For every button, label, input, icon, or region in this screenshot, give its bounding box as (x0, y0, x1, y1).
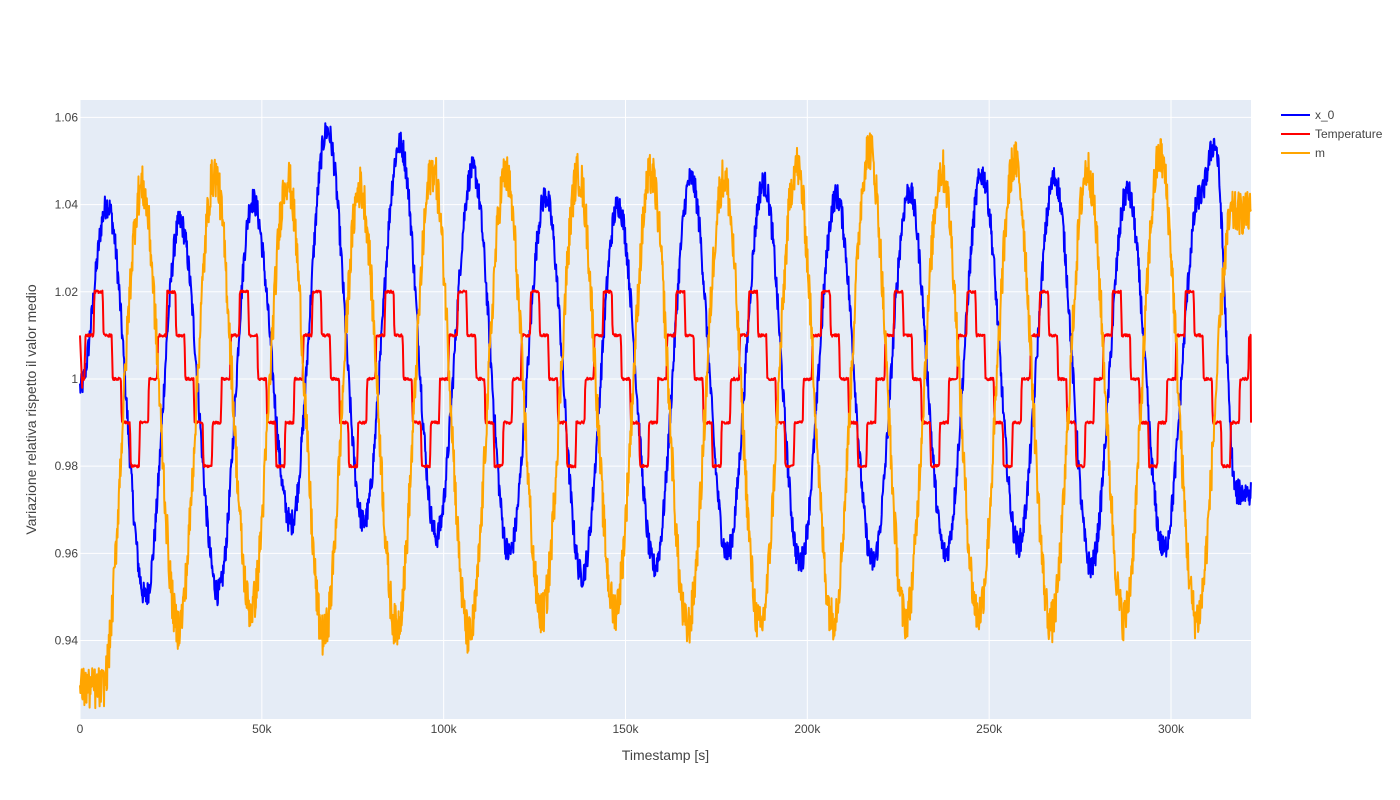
y-axis: 0.94 0.96 0.98 1 1.02 1.04 1.06 (55, 110, 79, 647)
y-tick-label: 1 (71, 372, 78, 386)
legend-item-x-0[interactable]: x_0 (1281, 108, 1335, 122)
legend-item-temperature[interactable]: Temperature (1281, 127, 1383, 141)
series-line-x-0 (79, 122, 1252, 607)
legend-label: m (1315, 146, 1325, 160)
x-tick-label: 300k (1158, 722, 1185, 736)
y-tick-label: 0.98 (55, 459, 79, 473)
y-tick-label: 0.94 (55, 634, 79, 648)
x-tick-label: 200k (794, 722, 821, 736)
x-axis-title: Timestamp [s] (622, 747, 709, 763)
y-tick-label: 1.06 (55, 110, 79, 124)
legend-label: Temperature (1315, 127, 1383, 141)
x-tick-label: 0 (77, 722, 84, 736)
x-tick-label: 50k (252, 722, 272, 736)
y-tick-label: 1.02 (55, 285, 79, 299)
x-tick-label: 150k (612, 722, 639, 736)
series-layer (79, 122, 1252, 710)
y-axis-title: Variazione relativa rispetto il valor me… (23, 284, 39, 535)
legend-item-m[interactable]: m (1281, 146, 1325, 160)
series-line-temperature (79, 289, 1252, 469)
x-tick-label: 100k (431, 722, 458, 736)
series-line-m (79, 132, 1252, 710)
legend-label: x_0 (1315, 108, 1335, 122)
legend: x_0 Temperature m (1281, 108, 1383, 160)
y-tick-label: 1.04 (55, 198, 79, 212)
x-tick-label: 250k (976, 722, 1003, 736)
y-tick-label: 0.96 (55, 546, 79, 560)
x-axis: 0 50k 100k 150k 200k 250k 300k (77, 722, 1185, 736)
